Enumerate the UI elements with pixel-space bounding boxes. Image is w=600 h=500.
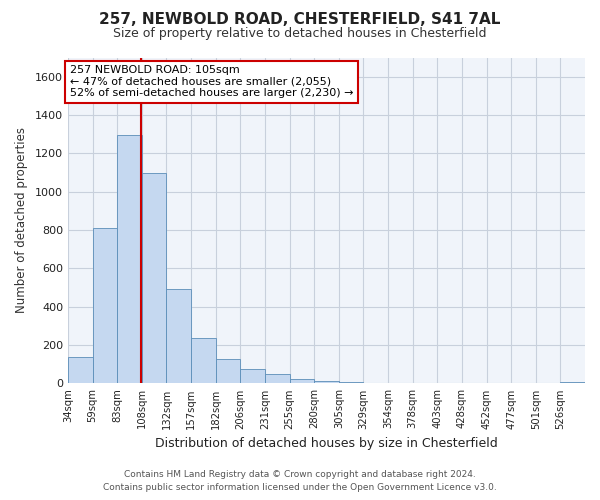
Bar [191,338,215,384]
Bar [68,356,92,384]
Bar [265,374,290,384]
Bar [142,174,166,384]
Bar [166,290,191,384]
Text: Size of property relative to detached houses in Chesterfield: Size of property relative to detached ho… [113,28,487,40]
Bar [560,382,585,384]
Y-axis label: Number of detached properties: Number of detached properties [15,128,28,314]
Bar [117,135,142,384]
Bar [339,382,364,384]
X-axis label: Distribution of detached houses by size in Chesterfield: Distribution of detached houses by size … [155,437,498,450]
Text: 257, NEWBOLD ROAD, CHESTERFIELD, S41 7AL: 257, NEWBOLD ROAD, CHESTERFIELD, S41 7AL [100,12,500,28]
Bar [240,369,265,384]
Bar [290,378,314,384]
Text: Contains HM Land Registry data © Crown copyright and database right 2024.: Contains HM Land Registry data © Crown c… [124,470,476,479]
Bar [314,380,339,384]
Bar [92,228,117,384]
Text: Contains public sector information licensed under the Open Government Licence v3: Contains public sector information licen… [103,484,497,492]
Bar [215,358,240,384]
Text: 257 NEWBOLD ROAD: 105sqm
← 47% of detached houses are smaller (2,055)
52% of sem: 257 NEWBOLD ROAD: 105sqm ← 47% of detach… [70,65,353,98]
